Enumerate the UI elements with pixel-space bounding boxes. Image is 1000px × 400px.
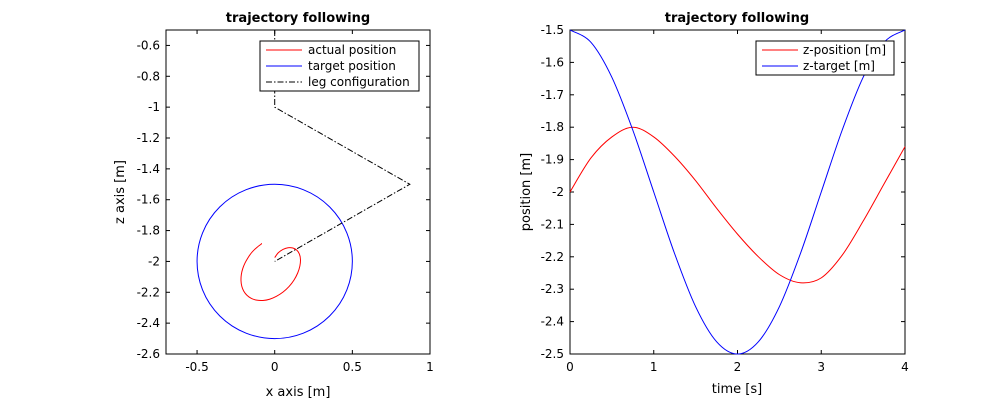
right-y-tick-label: -1.5: [541, 23, 564, 37]
left-ticks: -0.5 0 0.5 1 -0.6 -0.8 -1 -1.2 -1.4 -1.6 -1.8 -2 -2.…: [137, 30, 434, 374]
right-x-tick-label: 0: [566, 360, 574, 374]
left-y-tick-label: -1.8: [137, 224, 160, 238]
left-y-axis-label: z axis [m]: [113, 160, 128, 224]
right-legend: z-position [m] z-target [m]: [755, 40, 895, 76]
right-y-tick-label: -2.4: [541, 315, 564, 329]
left-chart-title: trajectory following: [226, 11, 370, 26]
right-y-tick-label: -2.3: [541, 282, 564, 296]
left-y-tick-label: -2: [148, 254, 160, 268]
right-x-tick-label: 1: [650, 360, 658, 374]
right-plot-area: [569, 29, 906, 355]
right-x-tick-label: 4: [901, 360, 909, 374]
left-x-tick-label: 0.5: [343, 360, 362, 374]
legend-label-z-target: z-target [m]: [803, 59, 875, 73]
left-chart: trajectory following -0.5 0 0.5 1 -0.6 -0.8 -1…: [113, 11, 434, 400]
left-y-tick-label: -2.2: [137, 285, 160, 299]
left-y-tick-label: -1.2: [137, 131, 160, 145]
left-x-axis-label: x axis [m]: [266, 385, 331, 400]
right-x-tick-label: 2: [734, 360, 742, 374]
left-x-tick-label: 1: [426, 360, 434, 374]
left-y-tick-label: -0.6: [137, 38, 160, 52]
legend-label-leg-configuration: leg configuration: [308, 75, 410, 89]
right-y-tick-label: -1.8: [541, 120, 564, 134]
right-y-tick-label: -2.5: [541, 347, 564, 361]
left-y-tick-label: -1.4: [137, 162, 160, 176]
right-chart-title: trajectory following: [665, 11, 809, 26]
legend-label-target-position: target position: [308, 59, 396, 73]
right-y-tick-label: -1.7: [541, 88, 564, 102]
right-y-axis-label: position [m]: [519, 153, 534, 231]
right-y-tick-label: -2.1: [541, 217, 564, 231]
left-x-tick-label: 0: [271, 360, 279, 374]
left-y-tick-label: -1: [148, 100, 160, 114]
legend-label-z-position: z-position [m]: [803, 43, 886, 57]
left-y-tick-label: -2.4: [137, 316, 160, 330]
left-y-tick-label: -1.6: [137, 193, 160, 207]
legend-label-actual-position: actual position: [308, 43, 396, 57]
right-y-tick-label: -1.6: [541, 55, 564, 69]
right-y-tick-label: -1.9: [541, 153, 564, 167]
left-series-actual-position: [240, 242, 301, 302]
left-series-target-position: [196, 183, 353, 340]
right-legend-box: [755, 40, 895, 76]
right-series-z-position-m: [569, 126, 906, 284]
right-ticks: 0 1 2 3 4 -1.5 -1.6 -1.7 -1.8 -1.9 -2 -2.1 -2.2 -2.3 -…: [541, 23, 909, 374]
right-marks: [569, 29, 906, 355]
left-y-tick-label: -2.6: [137, 347, 160, 361]
right-chart: trajectory following 0 1 2 3 4 -1.5 -1.6 -1.7 -1…: [519, 11, 909, 397]
left-y-tick-label: -0.8: [137, 69, 160, 83]
left-x-tick-label: -0.5: [185, 360, 208, 374]
left-legend: actual position target position leg conf…: [259, 40, 420, 92]
right-y-tick-label: -2: [552, 185, 564, 199]
right-y-tick-label: -2.2: [541, 250, 564, 264]
right-x-tick-label: 3: [817, 360, 825, 374]
right-series-z-target-m: [569, 29, 906, 355]
right-x-axis-label: time [s]: [712, 382, 762, 397]
